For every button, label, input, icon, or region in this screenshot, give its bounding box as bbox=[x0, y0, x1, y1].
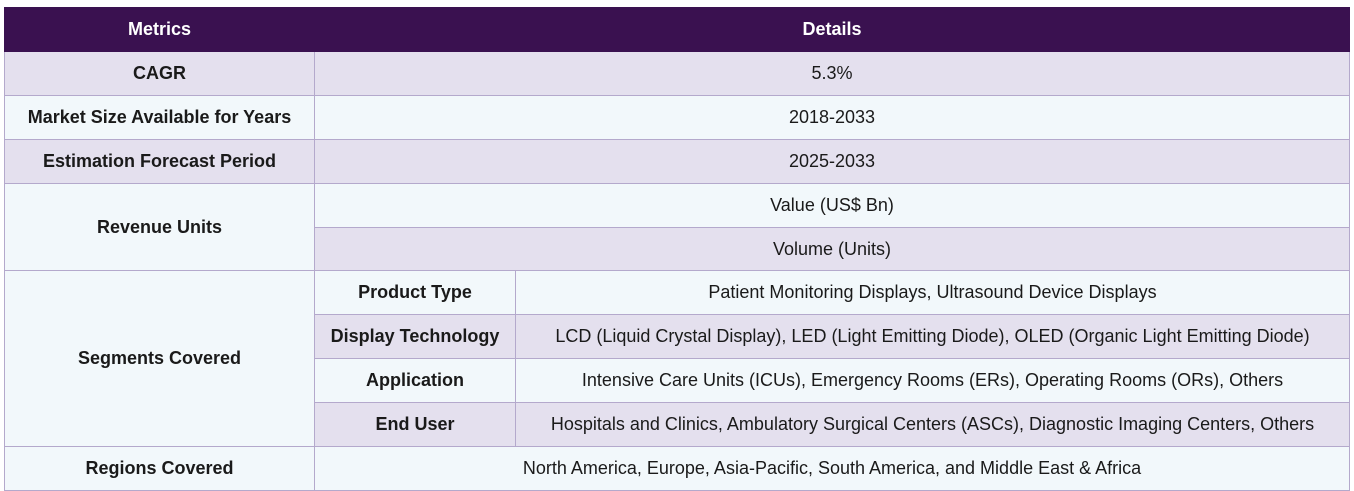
table-row-cagr: CAGR 5.3% bbox=[4, 51, 1350, 96]
revenue-volume-unit: Volume (Units) bbox=[314, 227, 1350, 271]
revenue-value-unit: Value (US$ Bn) bbox=[314, 183, 1350, 228]
market-size-value: 2018-2033 bbox=[314, 95, 1350, 140]
cagr-value: 5.3% bbox=[314, 51, 1350, 96]
market-report-table: Metrics Details CAGR 5.3% Market Size Av… bbox=[4, 7, 1350, 491]
table-row-revenue-value: Revenue Units Value (US$ Bn) bbox=[4, 183, 1350, 271]
regions-covered-value: North America, Europe, Asia-Pacific, Sou… bbox=[314, 446, 1350, 491]
table-row-forecast: Estimation Forecast Period 2025-2033 bbox=[4, 139, 1350, 184]
segment-value: LCD (Liquid Crystal Display), LED (Light… bbox=[515, 314, 1350, 359]
table-row-segment-display-technology: Display Technology LCD (Liquid Crystal D… bbox=[5, 314, 1350, 359]
segment-value: Intensive Care Units (ICUs), Emergency R… bbox=[515, 358, 1350, 403]
segments-covered-label: Segments Covered bbox=[4, 270, 315, 447]
market-size-label: Market Size Available for Years bbox=[4, 95, 315, 140]
segment-name: Application bbox=[314, 358, 516, 403]
segment-name: Product Type bbox=[314, 270, 516, 315]
header-details: Details bbox=[314, 7, 1350, 52]
table-row-revenue-volume: Volume (Units) bbox=[5, 227, 1350, 271]
forecast-label: Estimation Forecast Period bbox=[4, 139, 315, 184]
revenue-units-label: Revenue Units bbox=[4, 183, 315, 271]
cagr-label: CAGR bbox=[4, 51, 315, 96]
report-table-container: Metrics Details CAGR 5.3% Market Size Av… bbox=[4, 7, 1350, 491]
table-row-segment-end-user: End User Hospitals and Clinics, Ambulato… bbox=[5, 402, 1350, 447]
segment-name: End User bbox=[314, 402, 516, 447]
table-row-regions: Regions Covered North America, Europe, A… bbox=[4, 446, 1350, 491]
table-row-market-size: Market Size Available for Years 2018-203… bbox=[4, 95, 1350, 140]
table-row-segment-application: Application Intensive Care Units (ICUs),… bbox=[5, 358, 1350, 403]
table-header-row: Metrics Details bbox=[4, 7, 1350, 52]
table-row-segment-product-type: Segments Covered Product Type Patient Mo… bbox=[4, 270, 1350, 447]
segment-value: Patient Monitoring Displays, Ultrasound … bbox=[515, 270, 1350, 315]
segment-name: Display Technology bbox=[314, 314, 516, 359]
segment-value: Hospitals and Clinics, Ambulatory Surgic… bbox=[515, 402, 1350, 447]
header-metrics: Metrics bbox=[4, 7, 315, 52]
regions-covered-label: Regions Covered bbox=[4, 446, 315, 491]
forecast-value: 2025-2033 bbox=[314, 139, 1350, 184]
